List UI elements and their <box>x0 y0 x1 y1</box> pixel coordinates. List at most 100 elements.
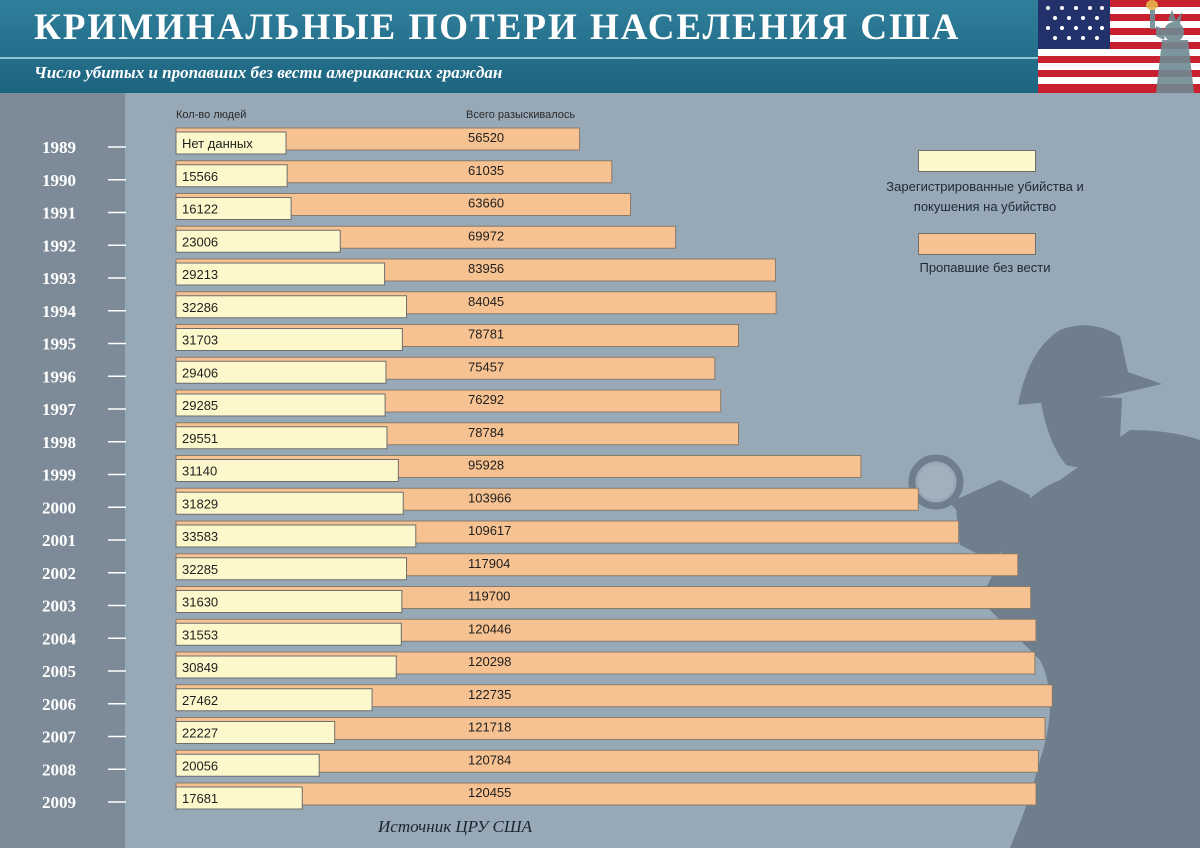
bar-label-missing: 61035 <box>468 163 504 178</box>
bar-label-murders: 29213 <box>182 267 218 282</box>
bar-murders <box>175 229 341 253</box>
bar-label-missing: 119700 <box>468 589 510 604</box>
bar-murders <box>175 393 386 417</box>
bar-label-murders: 31553 <box>182 627 218 642</box>
bar-label-murders: 33583 <box>182 529 218 544</box>
year-label: 2007 <box>42 728 77 747</box>
bar-murders <box>175 786 303 810</box>
source-note: Источник ЦРУ США <box>378 817 533 836</box>
bar-label-missing: 83956 <box>468 261 504 276</box>
bar-murders <box>175 295 408 319</box>
year-label: 1995 <box>42 335 76 354</box>
year-label: 1994 <box>42 302 77 321</box>
year-label: 1998 <box>42 433 76 452</box>
header-divider <box>0 57 1038 59</box>
bar-label-missing: 103966 <box>468 490 511 505</box>
bar-murders <box>175 131 287 155</box>
bar-label-missing: 78784 <box>468 425 504 440</box>
bar-murders <box>175 590 403 613</box>
bar-label-missing: 84045 <box>468 294 504 309</box>
year-label: 2006 <box>42 695 76 714</box>
column-header-wanted: Всего разыскивалось <box>466 109 575 121</box>
bar-label-murders: 32286 <box>182 300 218 315</box>
bar-label-murders: 15566 <box>182 169 218 184</box>
us-flag-icon <box>1038 0 1200 93</box>
bar-label-missing: 120784 <box>468 752 511 767</box>
legend-label-missing: Пропавшие без вести <box>919 260 1051 275</box>
bar-label-murders: 31829 <box>182 496 218 511</box>
header-banner: КРИМИНАЛЬНЫЕ ПОТЕРИ НАСЕЛЕНИЯ США Число … <box>0 0 1200 93</box>
page-title: КРИМИНАЛЬНЫЕ ПОТЕРИ НАСЕЛЕНИЯ США <box>34 7 961 48</box>
bar-label-missing: 122735 <box>468 687 511 702</box>
bar-murders <box>175 688 373 712</box>
bar-murders <box>175 622 402 646</box>
bar-label-missing: 76292 <box>468 392 504 407</box>
bar-label-murders: 17681 <box>182 791 218 806</box>
bar-label-murders: 32285 <box>182 562 218 577</box>
legend-label-murders: Зарегистрированные убийства и покушения … <box>886 179 1084 214</box>
bar-murders <box>175 491 404 515</box>
bar-murders <box>175 164 288 188</box>
legend-swatch-murders <box>918 150 1036 172</box>
bar-label-missing: 95928 <box>468 458 504 473</box>
bar-label-murders: 29406 <box>182 365 218 380</box>
bar-label-missing: 75457 <box>468 359 504 374</box>
bar-label-missing: 120455 <box>468 785 511 800</box>
bar-label-murders: 20056 <box>182 758 218 773</box>
bar-label-murders: Нет данных <box>182 136 253 151</box>
bar-murders <box>175 524 417 548</box>
column-header-people: Кол-во людей <box>176 109 246 121</box>
year-label: 2005 <box>42 662 76 681</box>
year-column <box>0 93 125 848</box>
bar-label-murders: 27462 <box>182 693 218 708</box>
year-label: 1996 <box>42 367 76 386</box>
year-label: 1992 <box>42 236 76 255</box>
bar-label-missing: 78781 <box>468 327 504 342</box>
bar-murders <box>175 426 388 450</box>
bar-label-missing: 120446 <box>468 621 511 636</box>
year-label: 1989 <box>42 138 76 157</box>
bar-murders <box>175 655 397 679</box>
year-label: 2004 <box>42 629 77 648</box>
year-label: 1990 <box>42 171 76 190</box>
bar-label-missing: 109617 <box>468 523 511 538</box>
bar-murders <box>175 197 292 220</box>
page-subtitle: Число убитых и пропавших без вести амери… <box>34 63 503 82</box>
bar-label-murders: 22227 <box>182 726 218 741</box>
bar-label-missing: 63660 <box>468 196 504 211</box>
bar-label-murders: 29551 <box>182 431 218 446</box>
year-label: 2000 <box>42 498 76 517</box>
bar-murders <box>175 459 399 482</box>
bar-label-murders: 31630 <box>182 595 218 610</box>
bar-murders <box>175 262 386 286</box>
bar-label-murders: 31140 <box>182 464 217 479</box>
bar-label-murders: 23006 <box>182 234 218 249</box>
bar-label-murders: 29285 <box>182 398 218 413</box>
bar-label-missing: 56520 <box>468 130 504 145</box>
bar-label-murders: 16122 <box>182 202 218 217</box>
statue-of-liberty-icon <box>1146 0 1194 93</box>
bar-murders <box>175 721 336 744</box>
year-label: 2008 <box>42 760 76 779</box>
bar-label-missing: 120298 <box>468 654 511 669</box>
bar-missing <box>175 782 1037 806</box>
year-label: 1997 <box>42 400 77 419</box>
year-label: 1991 <box>42 204 76 223</box>
bar-murders <box>175 753 320 777</box>
year-label: 1999 <box>42 466 76 485</box>
year-label: 2009 <box>42 793 76 812</box>
bar-label-missing: 117904 <box>468 556 510 571</box>
year-label: 2002 <box>42 564 76 583</box>
bar-murders <box>175 360 387 384</box>
bar-label-missing: 69972 <box>468 228 504 243</box>
legend-swatch-missing <box>918 233 1036 255</box>
bar-murders <box>175 557 408 581</box>
bar-label-murders: 30849 <box>182 660 218 675</box>
year-label: 1993 <box>42 269 76 288</box>
year-label: 2003 <box>42 597 76 616</box>
year-label: 2001 <box>42 531 76 550</box>
bar-label-murders: 31703 <box>182 333 218 348</box>
bar-label-missing: 121718 <box>468 720 511 735</box>
